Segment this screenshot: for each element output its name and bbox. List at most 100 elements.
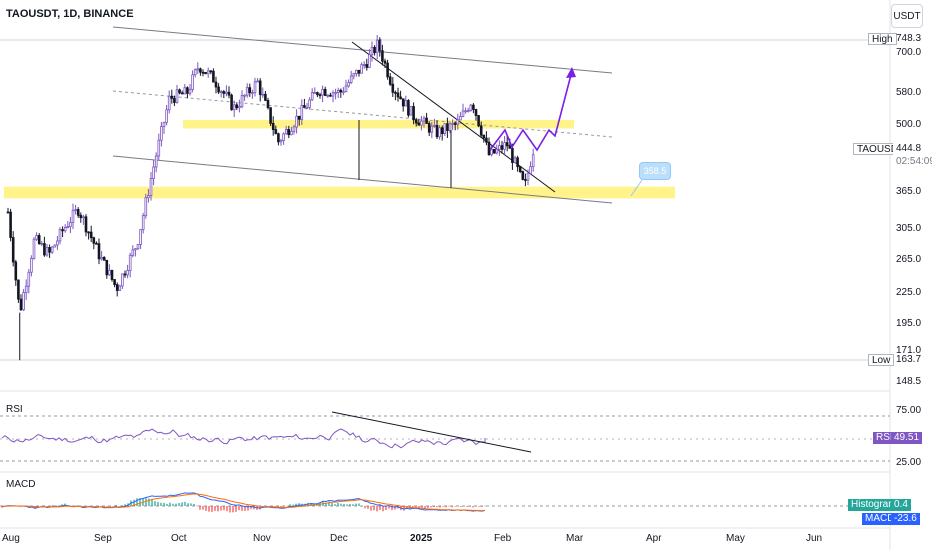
macd-histogram-bar [208, 506, 210, 512]
rsi-value: 49.51 [891, 432, 923, 444]
macd-histogram-bar [316, 504, 318, 506]
symbol-title: TAOUSDT, 1D, BINANCE [6, 8, 134, 20]
candle [222, 91, 226, 94]
candle [321, 88, 324, 96]
candle [162, 121, 166, 127]
macd-histogram-bar [388, 506, 390, 509]
candle [313, 92, 317, 94]
candle [357, 69, 361, 74]
macd-histogram-bar [466, 506, 468, 507]
candle [105, 259, 109, 276]
macd-histogram-bar [358, 503, 360, 506]
candle [323, 88, 327, 96]
candle [347, 82, 350, 87]
macd-histogram-bar [451, 506, 453, 508]
macd-histogram-bar [109, 506, 111, 507]
candle [14, 261, 18, 281]
candle [243, 94, 246, 97]
candle [84, 216, 88, 233]
candle [37, 235, 41, 245]
candle [232, 104, 236, 111]
candle [251, 92, 254, 94]
macd-histogram-bar [394, 506, 396, 510]
candle [264, 93, 267, 101]
candle [271, 122, 275, 130]
macd-histogram-bar [115, 504, 117, 506]
candle [35, 235, 38, 240]
rsi-line [1, 428, 486, 449]
price-label: 500.0 [896, 119, 922, 130]
macd-histogram-bar [241, 506, 243, 511]
macd-histogram-bar [481, 506, 483, 507]
macd-histogram-bar [469, 506, 471, 507]
candle [274, 129, 278, 135]
macd-histogram-bar [175, 503, 177, 506]
macd-histogram-bar [133, 499, 135, 506]
candle [485, 137, 488, 143]
candle [427, 123, 431, 133]
candle [66, 226, 70, 228]
macd-histogram-bar [373, 506, 375, 511]
price-callout[interactable]: 358.5 [640, 163, 670, 179]
candle [100, 257, 103, 260]
candle [266, 100, 270, 109]
high-tag: High [868, 33, 897, 45]
date-label: Feb [494, 533, 512, 544]
macd-histogram-bar [55, 506, 57, 507]
macd-histogram-bar [220, 506, 222, 511]
candle [375, 39, 379, 54]
candle [269, 107, 272, 124]
candle [69, 222, 72, 227]
candle [128, 254, 132, 271]
currency-button[interactable]: USDT [891, 4, 923, 28]
candle [308, 99, 311, 108]
candle [240, 95, 244, 107]
candle [329, 94, 332, 97]
macd-histogram-bar [187, 503, 189, 506]
candle [89, 231, 93, 239]
rsi-pane-label: RSI [6, 404, 23, 415]
candle [173, 97, 176, 103]
macd-histogram-bar [295, 503, 297, 506]
candle [396, 92, 400, 98]
candle [464, 110, 467, 113]
candle [482, 134, 486, 139]
candle [310, 92, 314, 101]
candle [17, 279, 20, 300]
macd-histogram-bar [49, 506, 51, 507]
candle [469, 104, 473, 111]
macd-histogram-bar [61, 504, 63, 506]
candle [440, 127, 444, 135]
macd-histogram-bar [148, 498, 150, 506]
candle [201, 71, 205, 74]
candle [529, 166, 532, 174]
candle [412, 106, 415, 121]
candle [61, 229, 64, 232]
macd-histogram-bar [433, 506, 435, 508]
candle [199, 68, 202, 73]
candle [279, 140, 283, 143]
candle [149, 178, 153, 196]
macd-histogram-bar [247, 506, 249, 511]
macd-histogram-bar [166, 503, 168, 506]
candle [258, 80, 262, 95]
candle [420, 120, 423, 126]
candle [508, 145, 512, 149]
candle [204, 72, 207, 75]
candle [513, 157, 517, 163]
candle [336, 89, 340, 93]
candle [448, 123, 452, 131]
candle [407, 100, 410, 116]
macd-histogram-bar [382, 506, 384, 512]
candle [253, 81, 257, 93]
candle [459, 116, 462, 121]
candle [451, 123, 454, 125]
macd-histogram-bar [157, 501, 159, 506]
candle [503, 142, 506, 150]
candle [438, 127, 441, 138]
candle [32, 238, 36, 259]
price-label: 225.0 [896, 287, 922, 298]
candle [248, 87, 252, 94]
macd-histogram-bar [403, 506, 405, 511]
